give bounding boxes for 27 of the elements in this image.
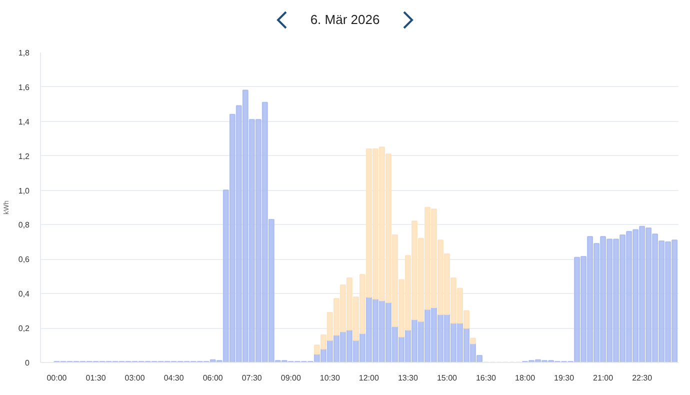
x-tick-label: 21:00 [593, 374, 614, 382]
x-tick-label: 13:30 [398, 374, 419, 382]
y-tick-label: 1,4 [18, 117, 30, 126]
x-tick-label: 19:30 [554, 374, 575, 382]
y-tick-label: 0,2 [18, 324, 30, 334]
x-tick-label: 03:00 [124, 374, 146, 382]
x-tick-label: 22:30 [632, 374, 653, 382]
x-tick-label: 16:30 [476, 374, 497, 382]
x-tick-label: 01:30 [86, 374, 106, 382]
x-tick-label: 18:00 [515, 374, 536, 382]
y-tick-label: 0,6 [18, 255, 30, 264]
y-tick-label: 0,8 [18, 220, 30, 230]
y-tick-label: 1,2 [18, 152, 30, 161]
x-tick-label: 00:00 [46, 374, 68, 382]
chart-title: 6. Mär 2026 [310, 10, 380, 29]
y-tick-label: 1,0 [18, 186, 30, 196]
x-tick-label: 12:00 [358, 374, 380, 382]
y-tick-label: 1,6 [18, 82, 30, 92]
x-tick-label: 07:30 [242, 374, 262, 382]
y-tick-label: 1,8 [18, 48, 30, 58]
x-tick-label: 09:00 [280, 374, 302, 382]
x-tick-label: 15:00 [436, 374, 458, 382]
x-tick-label: 10:30 [320, 374, 340, 382]
x-tick-label: 06:00 [202, 374, 224, 382]
x-tick-label: 04:30 [164, 374, 184, 382]
y-tick-label: 0,4 [18, 290, 30, 299]
y-tick-label: 0 [25, 358, 30, 368]
